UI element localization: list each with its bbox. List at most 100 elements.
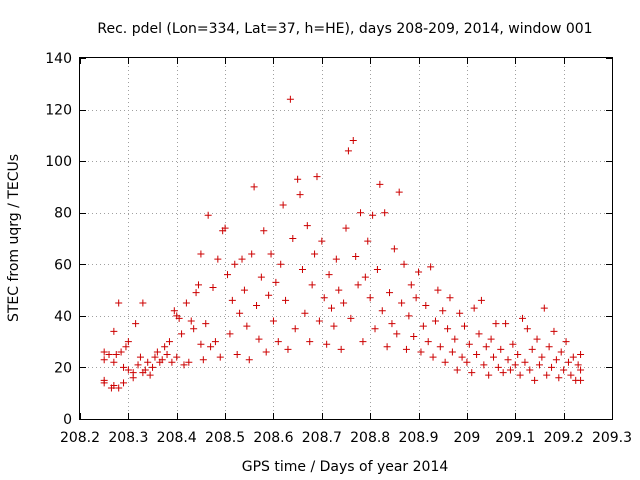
data-point xyxy=(161,343,169,351)
data-point xyxy=(122,343,130,351)
data-point xyxy=(543,371,551,379)
data-point xyxy=(342,224,350,232)
y-tick-label: 140 xyxy=(45,51,72,67)
data-point xyxy=(112,351,120,359)
data-point xyxy=(204,211,212,219)
data-point xyxy=(332,255,340,263)
data-point xyxy=(439,307,447,315)
data-point xyxy=(424,338,432,346)
x-tick-label: 209 xyxy=(454,430,481,446)
x-tick-label: 209.2 xyxy=(544,430,584,446)
data-point xyxy=(202,320,210,328)
data-point xyxy=(390,245,398,253)
data-point xyxy=(228,296,236,304)
x-tick-label: 208.4 xyxy=(157,430,197,446)
data-point xyxy=(511,361,519,369)
x-tick-label: 208.9 xyxy=(398,430,438,446)
data-point xyxy=(453,366,461,374)
data-point xyxy=(115,384,123,392)
data-point xyxy=(187,317,195,325)
data-point xyxy=(267,250,275,258)
data-point xyxy=(298,265,306,273)
data-point xyxy=(388,320,396,328)
data-point xyxy=(257,273,265,281)
x-tick-label: 209.3 xyxy=(592,430,632,446)
data-point xyxy=(509,340,517,348)
data-point xyxy=(146,371,154,379)
data-point xyxy=(197,340,205,348)
data-point xyxy=(233,351,241,359)
data-point xyxy=(105,351,113,359)
data-point xyxy=(340,299,348,307)
data-point xyxy=(262,348,270,356)
y-tick-label: 120 xyxy=(45,103,72,119)
x-tick-label: 209.1 xyxy=(495,430,535,446)
data-point xyxy=(562,338,570,346)
data-point xyxy=(158,356,166,364)
y-tick-label: 0 xyxy=(63,412,72,428)
data-point xyxy=(465,340,473,348)
data-point xyxy=(429,353,437,361)
data-point xyxy=(296,191,304,199)
data-point xyxy=(253,302,261,310)
data-point xyxy=(402,345,410,353)
data-point xyxy=(289,235,297,242)
data-point xyxy=(482,343,490,351)
data-point xyxy=(301,309,309,317)
data-point xyxy=(490,353,498,361)
data-point xyxy=(330,322,338,330)
data-point xyxy=(129,374,137,382)
data-point xyxy=(528,345,536,353)
data-point xyxy=(386,289,394,297)
data-point xyxy=(458,353,466,361)
data-point xyxy=(124,366,132,374)
data-point xyxy=(216,353,224,361)
data-point xyxy=(180,361,188,369)
data-point xyxy=(499,369,507,377)
data-point xyxy=(519,314,527,322)
data-point xyxy=(535,361,543,369)
data-point xyxy=(398,299,406,307)
data-point xyxy=(170,307,178,315)
data-point xyxy=(197,250,205,258)
data-point xyxy=(231,260,239,268)
data-point xyxy=(168,358,176,366)
data-point xyxy=(427,263,435,271)
data-point xyxy=(149,363,157,371)
data-point xyxy=(144,358,152,366)
data-point xyxy=(120,379,128,387)
data-point xyxy=(533,335,541,343)
data-point xyxy=(245,356,253,364)
y-tick-label: 100 xyxy=(45,154,72,170)
data-point xyxy=(248,250,256,258)
data-point xyxy=(473,351,481,359)
data-point xyxy=(364,237,372,245)
data-point xyxy=(327,304,335,312)
data-point xyxy=(494,363,502,371)
x-tick-label: 208.2 xyxy=(60,430,100,446)
data-point xyxy=(552,356,560,364)
data-point xyxy=(373,265,381,273)
data-point xyxy=(282,296,290,304)
data-point xyxy=(475,330,483,338)
data-point xyxy=(441,358,449,366)
data-point xyxy=(209,283,217,291)
data-point xyxy=(531,376,539,384)
data-point xyxy=(110,327,118,335)
data-point xyxy=(165,338,173,346)
data-point xyxy=(291,325,299,333)
data-point xyxy=(294,175,302,183)
data-point xyxy=(303,222,311,230)
data-point xyxy=(514,351,522,359)
x-axis-label: GPS time / Days of year 2014 xyxy=(242,459,449,475)
data-point xyxy=(412,294,420,302)
data-point xyxy=(415,268,423,276)
data-point xyxy=(444,325,452,333)
x-tick-label: 208.5 xyxy=(205,430,245,446)
data-point xyxy=(361,273,369,281)
data-point xyxy=(120,363,128,371)
tick-layer: 0 20 40 60 80 100 120 140 208.2 208.3 208.4 208.5 20… xyxy=(45,51,632,446)
data-point xyxy=(110,358,118,366)
data-point xyxy=(369,211,377,219)
data-point xyxy=(226,330,234,338)
